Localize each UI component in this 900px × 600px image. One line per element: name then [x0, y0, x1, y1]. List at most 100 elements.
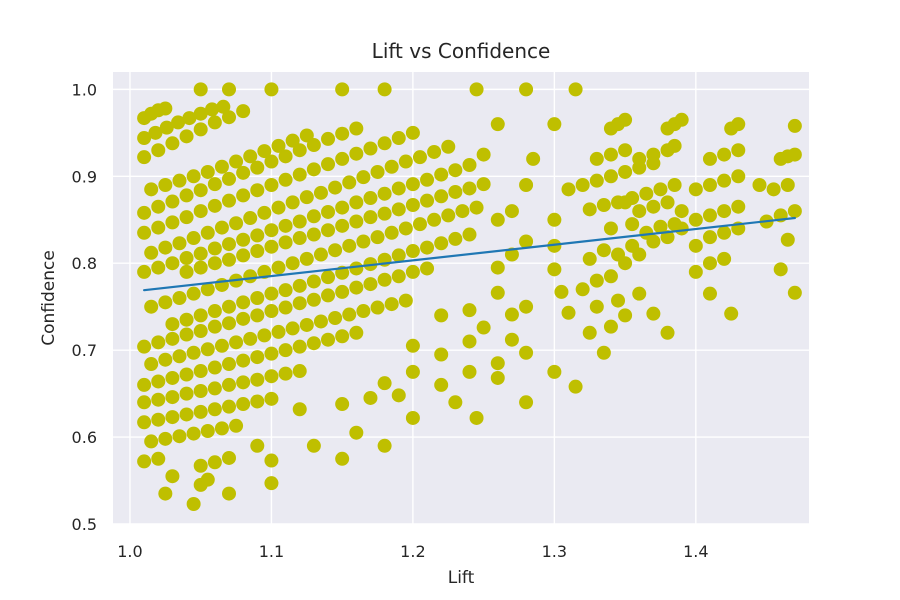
- data-point: [172, 291, 187, 305]
- data-point: [335, 397, 350, 412]
- data-point: [193, 324, 208, 339]
- data-point: [214, 421, 229, 436]
- data-point: [434, 308, 449, 323]
- data-point: [292, 402, 307, 417]
- data-point: [236, 353, 251, 368]
- data-point: [660, 230, 675, 245]
- data-point: [285, 321, 300, 336]
- data-point: [137, 454, 152, 469]
- data-point: [731, 143, 746, 158]
- data-point: [618, 195, 633, 210]
- data-point: [137, 377, 152, 392]
- y-tick-label: 0.6: [72, 428, 97, 447]
- data-point: [688, 212, 703, 227]
- data-point: [165, 331, 180, 346]
- data-point: [214, 159, 229, 174]
- data-point: [780, 178, 795, 192]
- data-point: [236, 232, 251, 247]
- data-point: [504, 204, 519, 219]
- data-point: [182, 111, 197, 126]
- data-point: [271, 260, 286, 275]
- data-point: [264, 476, 279, 491]
- data-point: [335, 200, 350, 215]
- data-point: [766, 182, 781, 197]
- data-point: [377, 82, 392, 97]
- data-point: [250, 183, 265, 198]
- data-point: [137, 415, 152, 430]
- data-point: [278, 283, 293, 298]
- data-point: [306, 162, 321, 177]
- data-point: [335, 218, 350, 233]
- data-point: [216, 99, 231, 114]
- data-point: [618, 112, 633, 127]
- data-point: [582, 325, 597, 340]
- data-point: [151, 220, 166, 235]
- data-point: [292, 364, 307, 379]
- data-point: [222, 399, 236, 414]
- data-point: [632, 204, 647, 219]
- data-point: [575, 282, 590, 297]
- y-axis-ticks: 0.5 0.6 0.7 0.8 0.9 1.0: [72, 80, 97, 534]
- data-point: [214, 338, 229, 353]
- data-point: [335, 82, 350, 97]
- data-point: [278, 149, 293, 164]
- data-point: [398, 154, 413, 169]
- data-point: [575, 178, 590, 192]
- data-point: [603, 147, 618, 162]
- data-point: [568, 379, 583, 394]
- data-point: [667, 217, 682, 232]
- data-point: [193, 364, 208, 379]
- data-point: [306, 292, 321, 307]
- data-point: [632, 286, 647, 301]
- data-point: [257, 144, 272, 159]
- data-point: [179, 210, 194, 225]
- data-point: [476, 177, 491, 192]
- data-point: [222, 486, 236, 501]
- data-point: [193, 308, 208, 323]
- data-point: [356, 170, 371, 185]
- data-point: [165, 194, 180, 209]
- data-point: [250, 291, 265, 305]
- data-point: [603, 221, 618, 236]
- data-point: [377, 136, 392, 151]
- data-point: [639, 225, 654, 240]
- data-point: [356, 234, 371, 249]
- data-point: [391, 181, 406, 196]
- data-point: [349, 195, 364, 210]
- data-point: [158, 178, 173, 192]
- data-point: [151, 412, 166, 427]
- data-point: [186, 231, 201, 246]
- data-point: [264, 223, 279, 238]
- y-tick-label: 0.5: [72, 515, 97, 534]
- data-point: [306, 438, 321, 453]
- data-point: [222, 450, 236, 465]
- data-point: [405, 364, 420, 379]
- data-point: [363, 390, 378, 405]
- data-point: [165, 317, 180, 332]
- data-point: [278, 172, 293, 187]
- data-point: [589, 151, 604, 166]
- data-point: [151, 374, 166, 389]
- data-point: [193, 384, 208, 399]
- data-point: [653, 182, 668, 197]
- data-point: [278, 218, 293, 233]
- data-point: [222, 171, 236, 186]
- data-point: [504, 307, 519, 322]
- data-point: [264, 346, 279, 361]
- data-point: [363, 277, 378, 292]
- data-point: [292, 167, 307, 182]
- data-point: [335, 451, 350, 466]
- data-point: [335, 329, 350, 344]
- data-point: [596, 345, 611, 360]
- data-point: [702, 151, 717, 166]
- data-point: [299, 251, 314, 266]
- data-point: [158, 101, 173, 116]
- data-point: [165, 136, 180, 151]
- data-point: [144, 357, 159, 372]
- data-point: [179, 312, 194, 327]
- data-point: [207, 319, 222, 334]
- data-point: [321, 288, 336, 303]
- data-point: [377, 376, 392, 391]
- data-point: [363, 191, 378, 206]
- data-point: [321, 131, 336, 146]
